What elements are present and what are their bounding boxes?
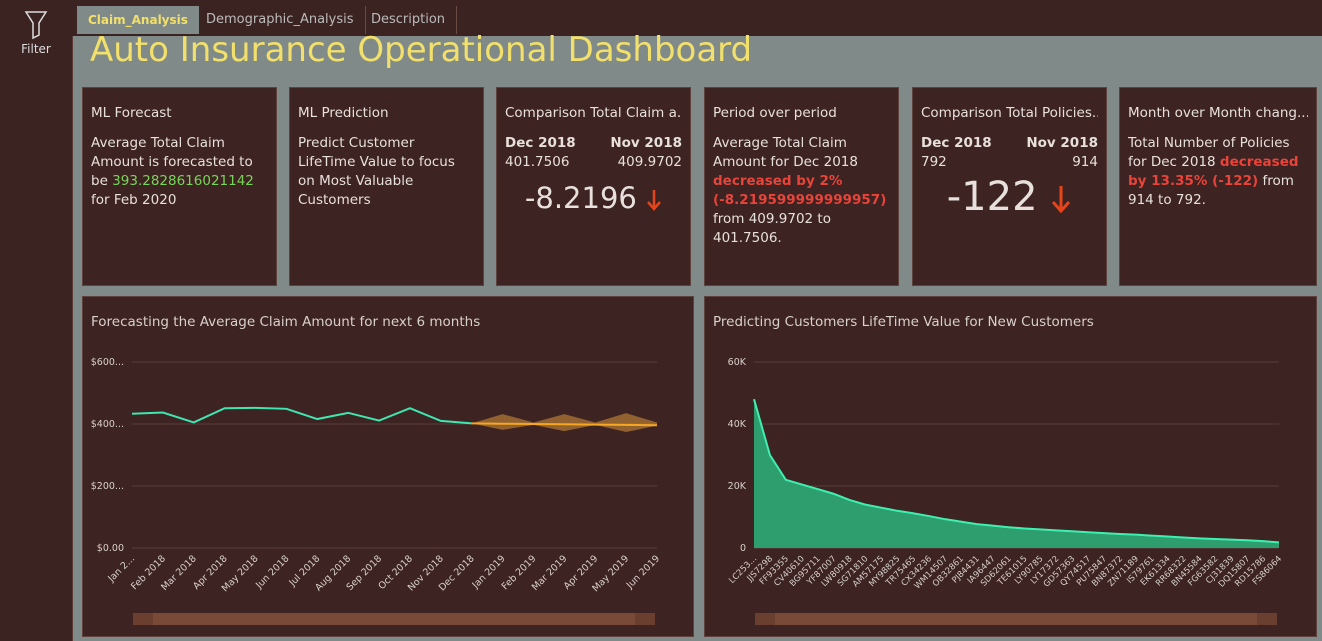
card-title: Comparison Total Claim a... [505,105,682,121]
x-tick-label: Jun 2019 [624,553,662,591]
tab-bar: Claim_Analysis Demographic_Analysis Desc… [72,0,1322,36]
card-title: ML Prediction [298,105,389,121]
down-arrow [1052,186,1071,214]
previous-label: Nov 2018 [610,135,682,151]
card-text: Average Total Claim Amount is forecasted… [91,134,268,210]
highlight: 393.2828616021142 [112,173,254,189]
scrollbar-thumb[interactable] [775,613,1257,625]
card-text: Average Total Claim Amount for Dec 2018 … [713,134,890,248]
card: ML Forecast Average Total Claim Amount i… [82,87,277,286]
card-title: ML Forecast [91,105,172,121]
sidebar: Filter [0,0,73,641]
card-text: Total Number of Policies for Dec 2018 de… [1128,134,1308,210]
filter-label[interactable]: Filter [21,42,51,56]
text: from 409.9702 to 401.7506. [713,211,831,246]
card-title: Comparison Total Policies... [921,105,1098,121]
tab[interactable]: Description [360,6,458,34]
text: for Feb 2020 [91,192,177,208]
x-tick-label: Jun 2018 [253,553,291,591]
highlight: decreased by 2% (-8.219599999999957) [713,173,887,208]
tab[interactable]: Claim_Analysis [77,6,199,34]
card: Period over period Average Total Claim A… [704,87,899,286]
chart-title: Forecasting the Average Claim Amount for… [91,314,480,330]
card: Month over Month chang... Total Number o… [1119,87,1317,286]
chart: Predicting Customers LifeTime Value for … [713,314,1284,625]
card-title: Period over period [713,105,837,121]
dashboard-title: Auto Insurance Operational Dashboard [90,30,753,70]
forecast-band [471,413,657,433]
current-value: 792 [921,154,947,170]
text: from 914 to 792. [1128,173,1294,208]
current-label: Dec 2018 [921,135,992,151]
current-label: Dec 2018 [505,135,576,151]
chart-title: Predicting Customers LifeTime Value for … [713,314,1094,330]
y-tick-label: 60K [728,357,747,368]
difference: -122 [946,174,1038,220]
y-tick-label: $400... [91,419,124,430]
card-text: Predict Customer LifeTime Value to focus… [298,135,455,208]
chart-panel: Forecasting the Average Claim Amount for… [82,296,694,637]
line [131,406,472,425]
y-tick-label: 40K [728,419,747,430]
card: Comparison Total Claim a... Dec 2018 Nov … [496,87,691,286]
scrollbar-thumb[interactable] [153,613,635,625]
current-value: 401.7506 [505,154,570,170]
line [471,422,658,427]
chart-panel: Predicting Customers LifeTime Value for … [704,296,1317,637]
previous-label: Nov 2018 [1026,135,1098,151]
y-tick-label: 20K [728,481,747,492]
tab[interactable]: Demographic_Analysis [195,6,366,34]
y-tick-label: 0 [740,543,746,554]
filter-icon[interactable] [0,8,72,48]
area [754,399,1279,548]
line [753,398,1280,544]
card: Comparison Total Policies... Dec 2018 Nov… [912,87,1107,286]
highlight: decreased by 13.35% (-122) [1128,154,1299,189]
y-tick-label: $600... [91,357,124,368]
chart: Forecasting the Average Claim Amount for… [91,314,662,625]
y-tick-label: $0.00 [97,543,124,554]
down-arrow [647,190,662,211]
y-tick-label: $200... [91,481,124,492]
difference: -8.2196 [524,181,637,215]
previous-value: 914 [1072,154,1098,170]
text: Total Number of Policies for Dec 2018 [1128,135,1290,170]
text: Average Total Claim Amount is forecasted… [91,135,253,189]
card: ML Prediction Predict Customer LifeTime … [289,87,484,286]
text: Average Total Claim Amount for Dec 2018 [713,135,858,170]
previous-value: 409.9702 [617,154,682,170]
card-title: Month over Month chang... [1128,105,1308,121]
